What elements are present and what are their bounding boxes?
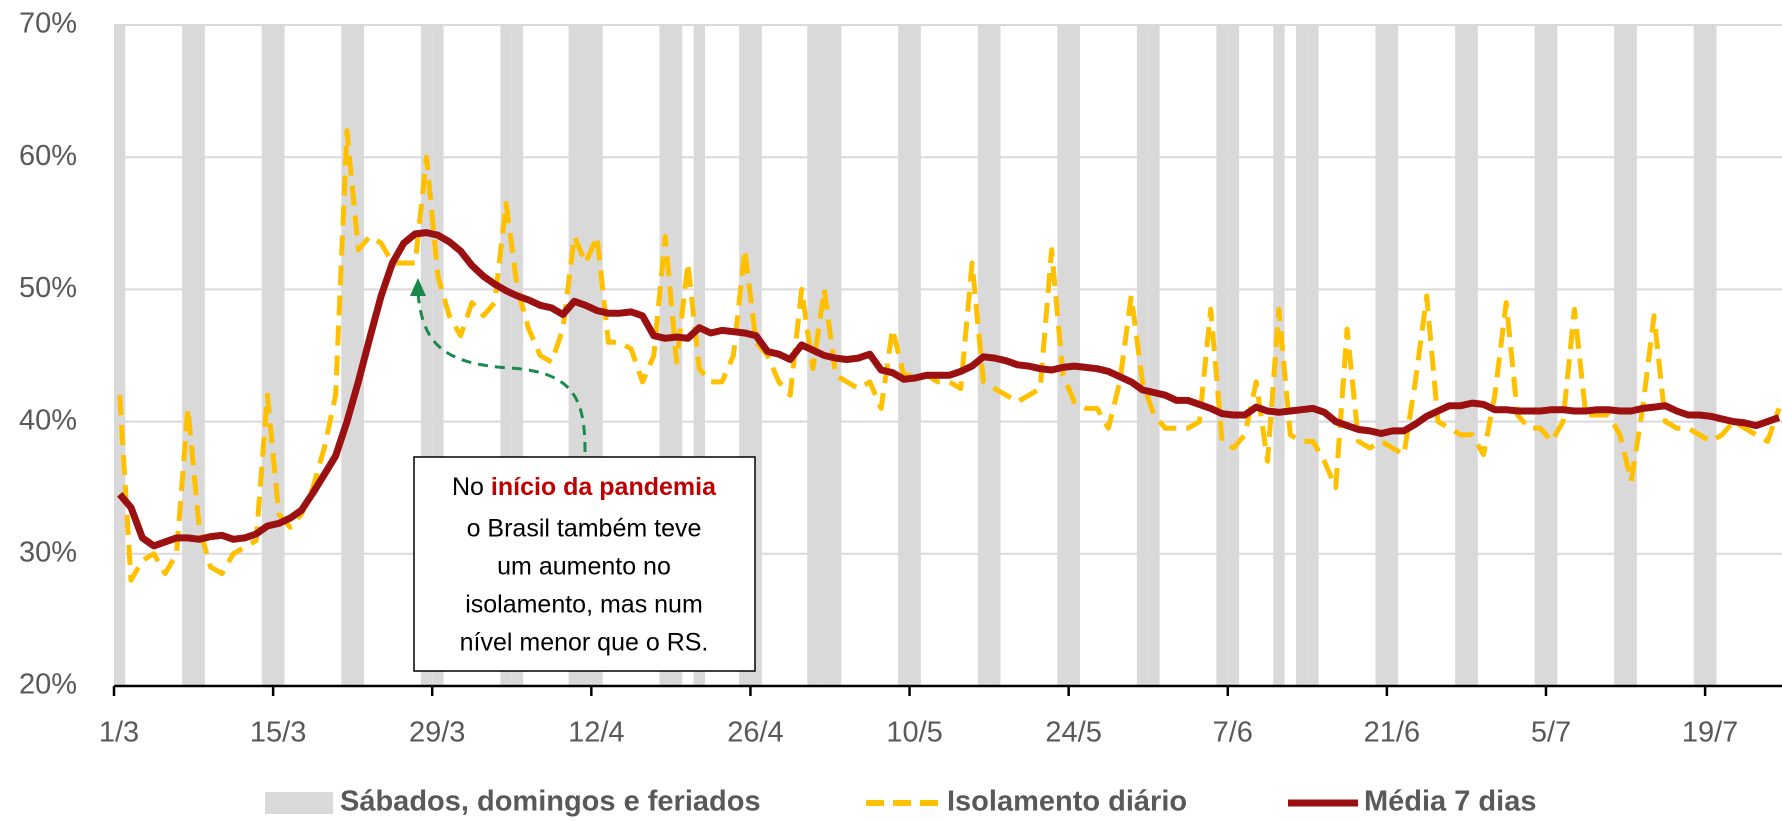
band bbox=[693, 25, 705, 686]
band bbox=[114, 25, 126, 686]
annotation-arrowhead bbox=[410, 278, 426, 296]
legend-label: Isolamento diário bbox=[947, 786, 1187, 818]
annotation-line: um aumento no bbox=[497, 553, 671, 581]
legend-label: Sábados, domingos e feriados bbox=[340, 786, 761, 818]
band bbox=[261, 25, 274, 686]
band bbox=[1273, 25, 1285, 686]
band bbox=[1227, 25, 1240, 686]
x-tick-label: 1/3 bbox=[99, 717, 139, 749]
band bbox=[1614, 25, 1626, 686]
legend: Sábados, domingos e feriados Isolamento d… bbox=[265, 786, 1536, 818]
x-tick-label: 29/3 bbox=[409, 717, 465, 749]
band bbox=[1625, 25, 1637, 686]
band bbox=[1386, 25, 1399, 686]
lines-layer: 1/3 15/3 29/3 12/4 26/4 10/5 24/5 7/6 21/6 5/7 19/… bbox=[99, 128, 1782, 749]
annotation-text: No início da pandemia bbox=[452, 473, 717, 501]
band bbox=[739, 25, 751, 686]
band bbox=[432, 25, 444, 686]
legend-swatch bbox=[265, 792, 333, 814]
x-tick-label: 5/7 bbox=[1531, 717, 1571, 749]
band bbox=[898, 25, 910, 686]
bands-layer bbox=[114, 25, 1717, 686]
band bbox=[568, 25, 580, 686]
band bbox=[807, 25, 819, 686]
x-tick-label: 7/6 bbox=[1213, 717, 1253, 749]
annotation-arrow bbox=[416, 291, 587, 453]
band bbox=[1375, 25, 1387, 686]
x-tick-label: 10/5 bbox=[886, 717, 942, 749]
band bbox=[1136, 25, 1149, 686]
annotation-lines: o Brasil também teve um aumento no isolame… bbox=[460, 515, 709, 657]
series-line bbox=[117, 229, 1781, 550]
x-tick-label: 12/4 bbox=[568, 717, 624, 749]
band bbox=[1705, 25, 1717, 686]
band bbox=[579, 25, 592, 686]
band bbox=[1216, 25, 1228, 686]
x-tick-label: 26/4 bbox=[727, 717, 783, 749]
band bbox=[1534, 25, 1546, 686]
band bbox=[750, 25, 762, 686]
y-tick-label: 70% bbox=[19, 8, 77, 40]
band bbox=[659, 25, 671, 686]
band bbox=[909, 25, 921, 686]
band bbox=[1693, 25, 1706, 686]
y-tick-label: 60% bbox=[19, 140, 77, 172]
band bbox=[1455, 25, 1467, 686]
y-tick-label: 30% bbox=[19, 536, 77, 568]
band bbox=[1545, 25, 1558, 686]
y-tick-label: 20% bbox=[19, 669, 77, 701]
band bbox=[341, 25, 353, 686]
band bbox=[420, 25, 433, 686]
band bbox=[193, 25, 205, 686]
band bbox=[1148, 25, 1160, 686]
x-tick-label: 21/6 bbox=[1364, 717, 1420, 749]
annotation-line: nível menor que o RS. bbox=[460, 629, 709, 657]
annotation-line: o Brasil também teve bbox=[467, 515, 702, 543]
band bbox=[500, 25, 512, 686]
x-tick-label: 19/7 bbox=[1682, 717, 1738, 749]
x-tick-label: 15/3 bbox=[250, 717, 306, 749]
y-tick-label: 40% bbox=[19, 404, 77, 436]
annotation-highlight: início da pandemia bbox=[491, 473, 717, 501]
band bbox=[352, 25, 365, 686]
legend-label: Média 7 dias bbox=[1364, 786, 1536, 818]
band bbox=[1057, 25, 1069, 686]
band bbox=[182, 25, 194, 686]
band bbox=[1307, 25, 1319, 686]
x-tick-label: 24/5 bbox=[1045, 717, 1101, 749]
band bbox=[591, 25, 603, 686]
band bbox=[1068, 25, 1081, 686]
y-tick-label: 50% bbox=[19, 272, 77, 304]
band bbox=[1295, 25, 1308, 686]
annotation-line: isolamento, mas num bbox=[465, 591, 703, 619]
band bbox=[511, 25, 524, 686]
annotation-box bbox=[413, 456, 756, 672]
band bbox=[273, 25, 285, 686]
band bbox=[1466, 25, 1478, 686]
grid-layer: 20% 30% 40% 50% 60% 70% bbox=[19, 8, 1782, 701]
annotation-lead: No bbox=[452, 473, 484, 501]
